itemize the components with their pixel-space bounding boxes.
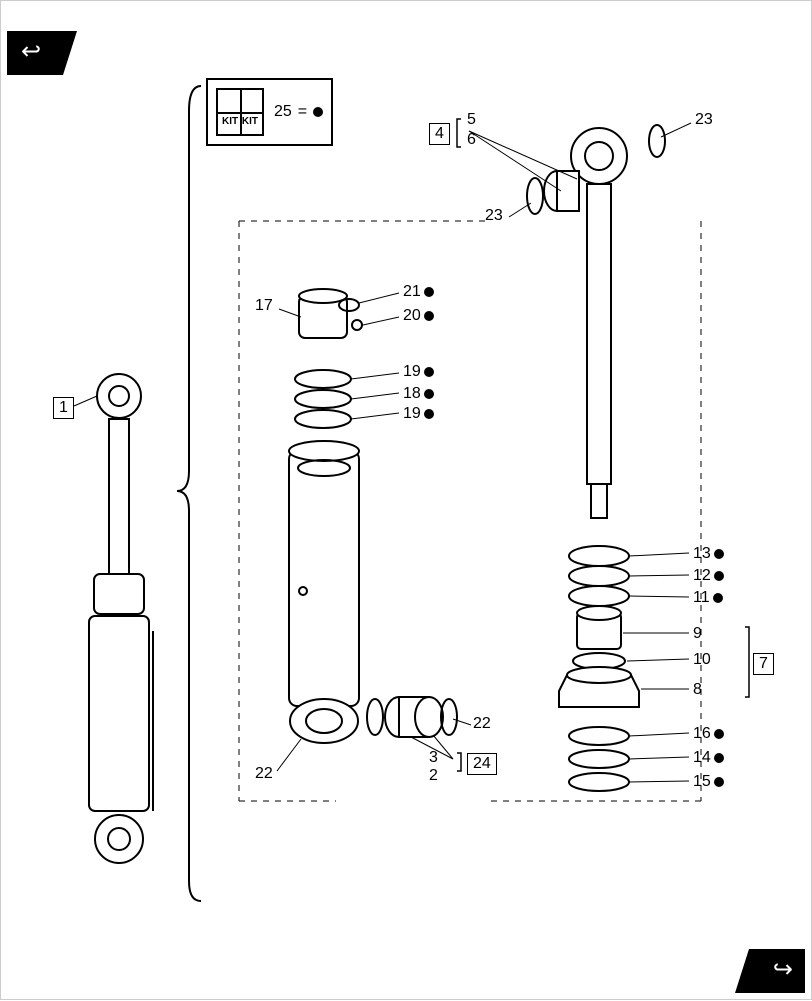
callout-6: 6 [467, 131, 476, 149]
callout-12: 12 [693, 567, 724, 585]
kit-dot-icon [714, 549, 724, 559]
callout-19b: 19 [403, 405, 434, 423]
kit-dot-icon [714, 777, 724, 787]
kit-dot-icon [424, 311, 434, 321]
callout-17: 17 [255, 297, 273, 315]
callout-14: 14 [693, 749, 724, 767]
kit-dot-icon [424, 367, 434, 377]
callout-8: 8 [693, 681, 702, 699]
callout-9: 9 [693, 625, 702, 643]
kit-dot-icon [713, 593, 723, 603]
callout-1: 1 [53, 397, 74, 419]
callout-23l: 23 [485, 207, 503, 225]
callout-21: 21 [403, 283, 434, 301]
leaders-svg [1, 1, 812, 1001]
callout-2: 2 [429, 767, 438, 785]
callout-20: 20 [403, 307, 434, 325]
callout-4-box: 4 [429, 123, 450, 145]
kit-dot-icon [424, 409, 434, 419]
callout-7-box: 7 [753, 653, 774, 675]
callout-3: 3 [429, 749, 438, 767]
callout-13: 13 [693, 545, 724, 563]
kit-dot-icon [714, 729, 724, 739]
callout-15: 15 [693, 773, 724, 791]
kit-dot-icon [714, 571, 724, 581]
callout-18: 18 [403, 385, 434, 403]
callout-5: 5 [467, 111, 476, 129]
callout-16: 16 [693, 725, 724, 743]
kit-dot-icon [714, 753, 724, 763]
callout-10: 10 [693, 651, 711, 669]
kit-dot-icon [424, 389, 434, 399]
callout-22r: 22 [473, 715, 491, 733]
callout-19a: 19 [403, 363, 434, 381]
callout-22l: 22 [255, 765, 273, 783]
callout-23r: 23 [695, 111, 713, 129]
ref-1-box: 1 [53, 397, 74, 419]
callout-11: 11 [693, 589, 723, 607]
callout-24-box: 24 [467, 753, 497, 775]
kit-dot-icon [424, 287, 434, 297]
